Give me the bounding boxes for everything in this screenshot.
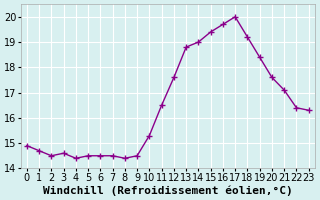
X-axis label: Windchill (Refroidissement éolien,°C): Windchill (Refroidissement éolien,°C) <box>43 185 292 196</box>
